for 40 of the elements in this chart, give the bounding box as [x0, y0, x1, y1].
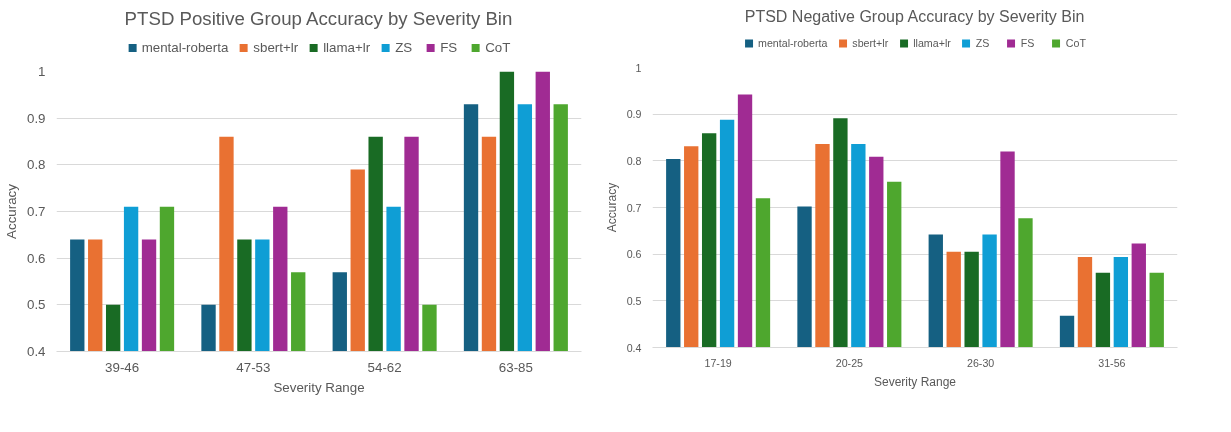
- x-tick-label: 31-56: [1098, 356, 1126, 369]
- y-axis-title: Accuracy: [604, 182, 619, 233]
- x-tick-label: 39-46: [105, 359, 140, 375]
- chart-title: PTSD Negative Group Accuracy by Severity Bin: [744, 7, 1085, 25]
- y-tick-label: 0.9: [26, 110, 46, 126]
- y-tick-label: 0.8: [26, 157, 46, 173]
- y-tick-label: 1: [635, 61, 642, 74]
- x-tick-label: 17-19: [704, 356, 732, 369]
- x-tick-label: 20-25: [835, 356, 864, 369]
- legend-label: sbert+lr: [852, 37, 889, 49]
- legend-label: CoT: [485, 39, 511, 55]
- legend-label: CoT: [1065, 37, 1086, 49]
- legend-label: ZS: [975, 37, 991, 49]
- y-tick-label: 0.4: [26, 344, 47, 359]
- y-tick-label: 0.5: [626, 294, 642, 307]
- legend-label: FS: [440, 39, 459, 55]
- y-tick-label: 0.9: [626, 108, 642, 121]
- x-tick-label: 54-62: [367, 359, 402, 375]
- y-tick-label: 0.6: [626, 248, 642, 261]
- legend-label: llama+lr: [323, 39, 371, 55]
- chart-title: PTSD Positive Group Accuracy by Severity Bin: [124, 7, 513, 29]
- y-tick-label: 0.7: [626, 201, 642, 214]
- y-tick-label: 0.6: [26, 250, 46, 266]
- legend-label: mental-roberta: [141, 39, 229, 55]
- legend-label: mental-roberta: [758, 37, 828, 49]
- x-tick-label: 47-53: [236, 359, 271, 375]
- y-tick-label: 0.4: [626, 341, 642, 354]
- legend-label: FS: [1020, 37, 1036, 49]
- legend-label: sbert+lr: [253, 39, 299, 55]
- y-tick-label: 0.5: [26, 297, 46, 313]
- y-tick-label: 0.7: [26, 204, 46, 219]
- y-axis-title: Accuracy: [3, 183, 19, 239]
- x-tick-label: 63-85: [498, 359, 533, 375]
- y-tick-label: 0.8: [626, 154, 642, 167]
- y-tick-label: 1: [38, 64, 46, 79]
- legend-label: ZS: [395, 39, 414, 55]
- x-tick-label: 26-30: [967, 356, 995, 369]
- legend-label: llama+lr: [913, 37, 951, 49]
- x-axis-title: Severity Range: [873, 374, 957, 389]
- x-axis-title: Severity Range: [273, 379, 365, 395]
